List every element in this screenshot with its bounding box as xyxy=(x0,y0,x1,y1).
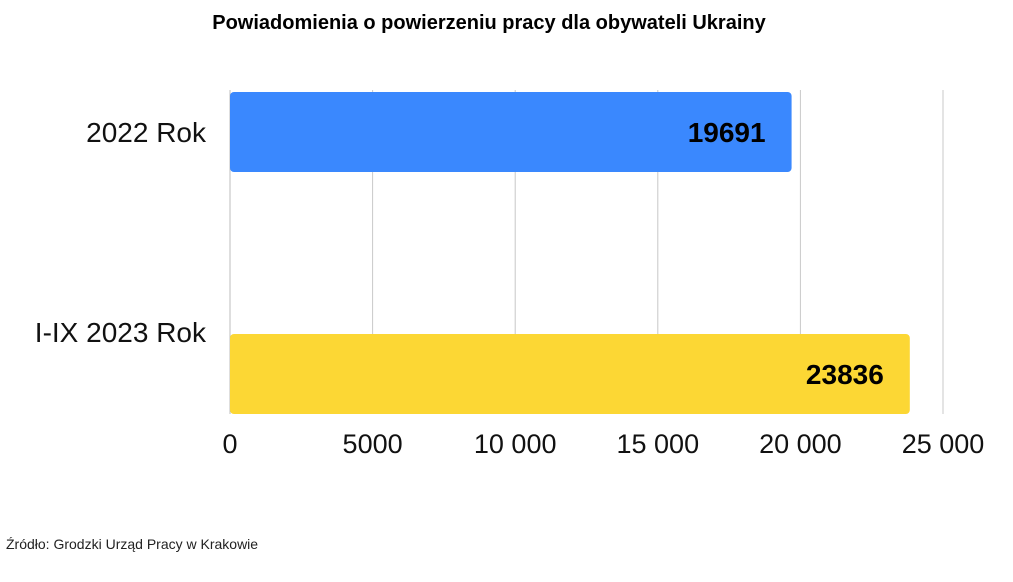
category-label: I-IX 2023 Rok xyxy=(35,317,207,348)
source-note: Źródło: Grodzki Urząd Pracy w Krakowie xyxy=(6,536,259,552)
bar-chart: 19691 2022 Rok 23836 I-IX 2023 Rok 0 5000 10 0… xyxy=(35,90,985,459)
category-label: 2022 Rok xyxy=(86,117,207,148)
data-label: 19691 xyxy=(688,117,766,148)
x-tick-label: 15 000 xyxy=(617,429,700,459)
x-tick-label: 0 xyxy=(222,429,237,459)
x-tick-label: 5000 xyxy=(343,429,403,459)
x-tick-label: 10 000 xyxy=(474,429,557,459)
bar xyxy=(230,334,910,414)
x-tick-label: 25 000 xyxy=(902,429,985,459)
x-tick-label: 20 000 xyxy=(759,429,842,459)
chart-title: Powiadomienia o powierzeniu pracy dla ob… xyxy=(212,12,766,34)
bar xyxy=(230,92,792,172)
data-label: 23836 xyxy=(806,359,884,390)
